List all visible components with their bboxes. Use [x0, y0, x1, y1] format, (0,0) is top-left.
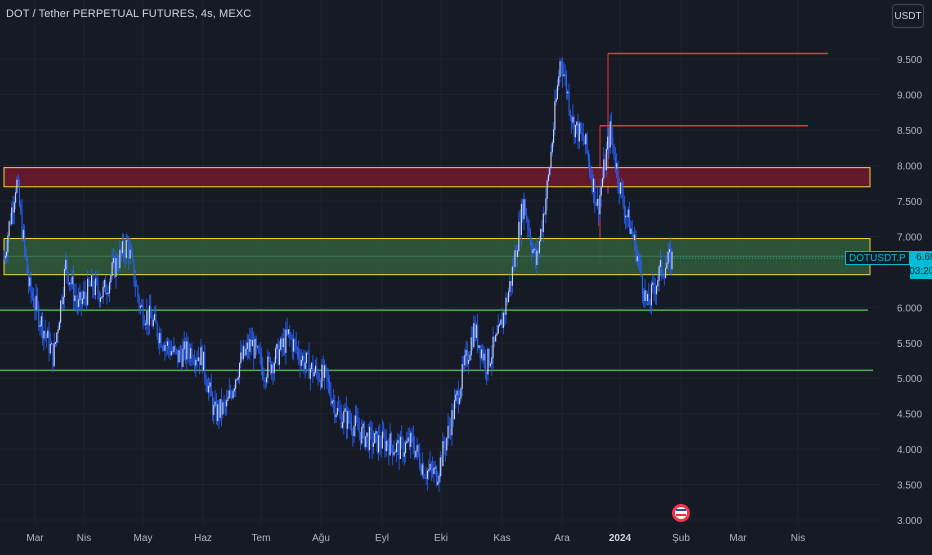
- last-price-value: 6.694: [916, 252, 932, 263]
- time-tick-label: Mar: [729, 533, 747, 544]
- price-tick-label: 5.500: [897, 339, 922, 350]
- price-tick-label: 3.500: [897, 481, 922, 492]
- price-tick-label: 9.000: [897, 91, 922, 102]
- flag-stripe: [676, 509, 686, 511]
- price-tick-label: 9.500: [897, 55, 922, 66]
- time-tick-label: Mar: [26, 533, 44, 544]
- last-price-box: 6.694 03:20:06: [909, 251, 932, 279]
- price-tick-label: 6.000: [897, 303, 922, 314]
- time-tick-label: Kas: [493, 533, 510, 544]
- price-tick-label: 8.500: [897, 126, 922, 137]
- time-tick-label: Ara: [554, 533, 570, 544]
- candle-series: [3, 57, 673, 492]
- chart-title: DOT / Tether PERPETUAL FUTURES, 4s, MEXC: [6, 8, 252, 20]
- time-tick-label: Eyl: [375, 533, 389, 544]
- price-tick-label: 8.000: [897, 162, 922, 173]
- time-tick-label: Nis: [77, 533, 91, 544]
- time-tick-label: Ağu: [312, 533, 330, 544]
- price-axis[interactable]: 9.500 9.000 8.500 8.000 7.500 7.000 6.000 5.500…: [897, 55, 922, 527]
- time-tick-label: Tem: [252, 533, 271, 544]
- price-tick-label: 7.000: [897, 232, 922, 243]
- flag-icon: [675, 507, 687, 519]
- currency-button[interactable]: USDT: [892, 4, 924, 28]
- price-tick-label: 4.500: [897, 410, 922, 421]
- time-tick-label: Şub: [672, 533, 690, 544]
- flag-stripe: [676, 514, 686, 516]
- price-tick-label: 7.500: [897, 197, 922, 208]
- time-axis[interactable]: Mar Nis May Haz Tem Ağu Eyl Eki Kas Ara 2024 Şub Mar…: [26, 533, 805, 544]
- symbol-label: DOTUSDT.P: [845, 251, 910, 265]
- time-tick-label: May: [134, 533, 153, 544]
- bar-countdown: 03:20:06: [909, 266, 932, 277]
- price-zone: [3, 167, 871, 188]
- time-tick-label: Haz: [194, 533, 212, 544]
- drawn-levels[interactable]: [0, 52, 873, 372]
- time-tick-label: Nis: [791, 533, 805, 544]
- event-marker[interactable]: [672, 504, 690, 522]
- price-tick-label: 4.000: [897, 445, 922, 456]
- time-tick-label: Eki: [434, 533, 448, 544]
- last-price-tag: DOTUSDT.P 6.694 03:20:06: [845, 251, 932, 279]
- time-tick-label: 2024: [609, 533, 632, 544]
- price-tick-label: 3.000: [897, 516, 922, 527]
- price-tick-label: 5.000: [897, 374, 922, 385]
